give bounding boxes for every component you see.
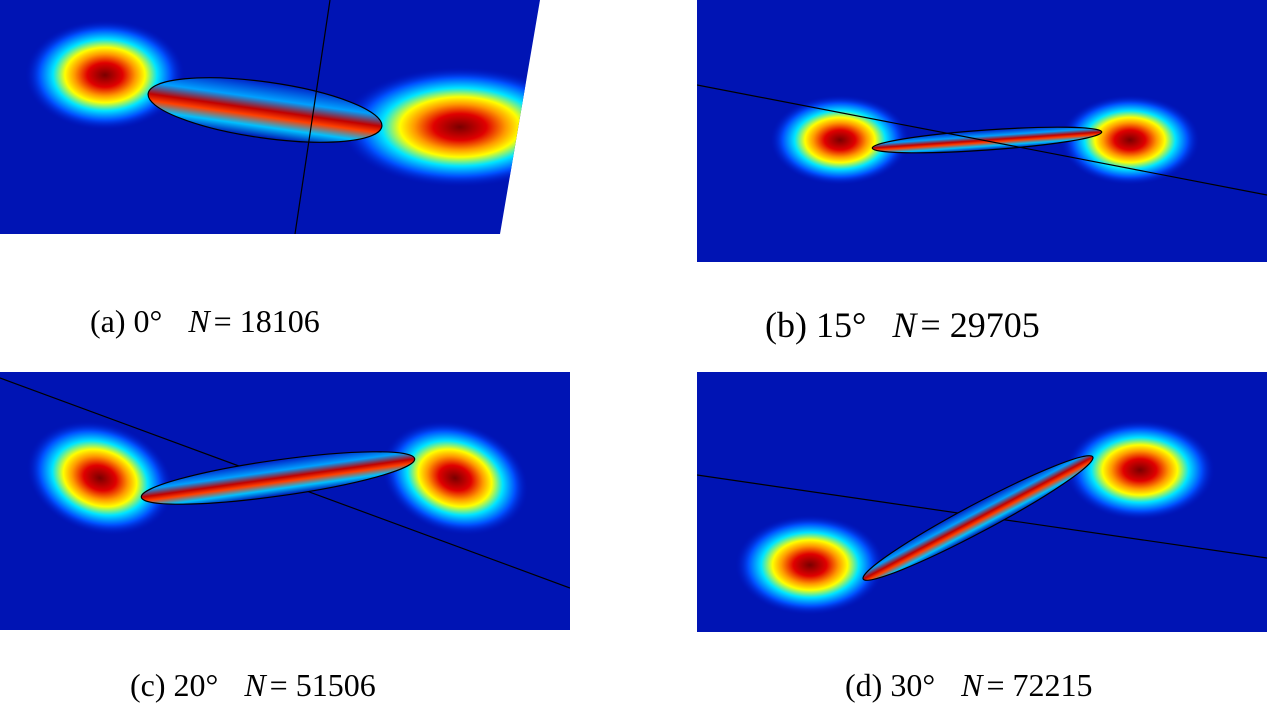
panel-image [697,372,1267,632]
caption-variable: N [960,667,984,703]
caption: (c) 20° N = 51506 [130,667,376,703]
caption-equation: = 72215 [986,667,1092,703]
caption-label: (a) 0° [90,303,162,339]
caption: (b) 15° N = 29705 [765,305,1040,345]
panel-image [0,0,540,234]
caption-label: (b) 15° [765,305,866,345]
caption-variable: N [243,667,267,703]
panel-image [697,0,1267,262]
caption: (d) 30° N = 72215 [845,667,1093,703]
caption-equation: = 18106 [214,303,320,339]
caption-equation: = 51506 [270,667,376,703]
panel-image [0,372,570,630]
caption: (a) 0° N = 18106 [90,303,320,339]
caption-variable: N [187,303,211,339]
caption-label: (c) 20° [130,667,218,703]
caption-variable: N [891,305,918,345]
caption-label: (d) 30° [845,667,935,703]
caption-equation: = 29705 [920,305,1039,345]
